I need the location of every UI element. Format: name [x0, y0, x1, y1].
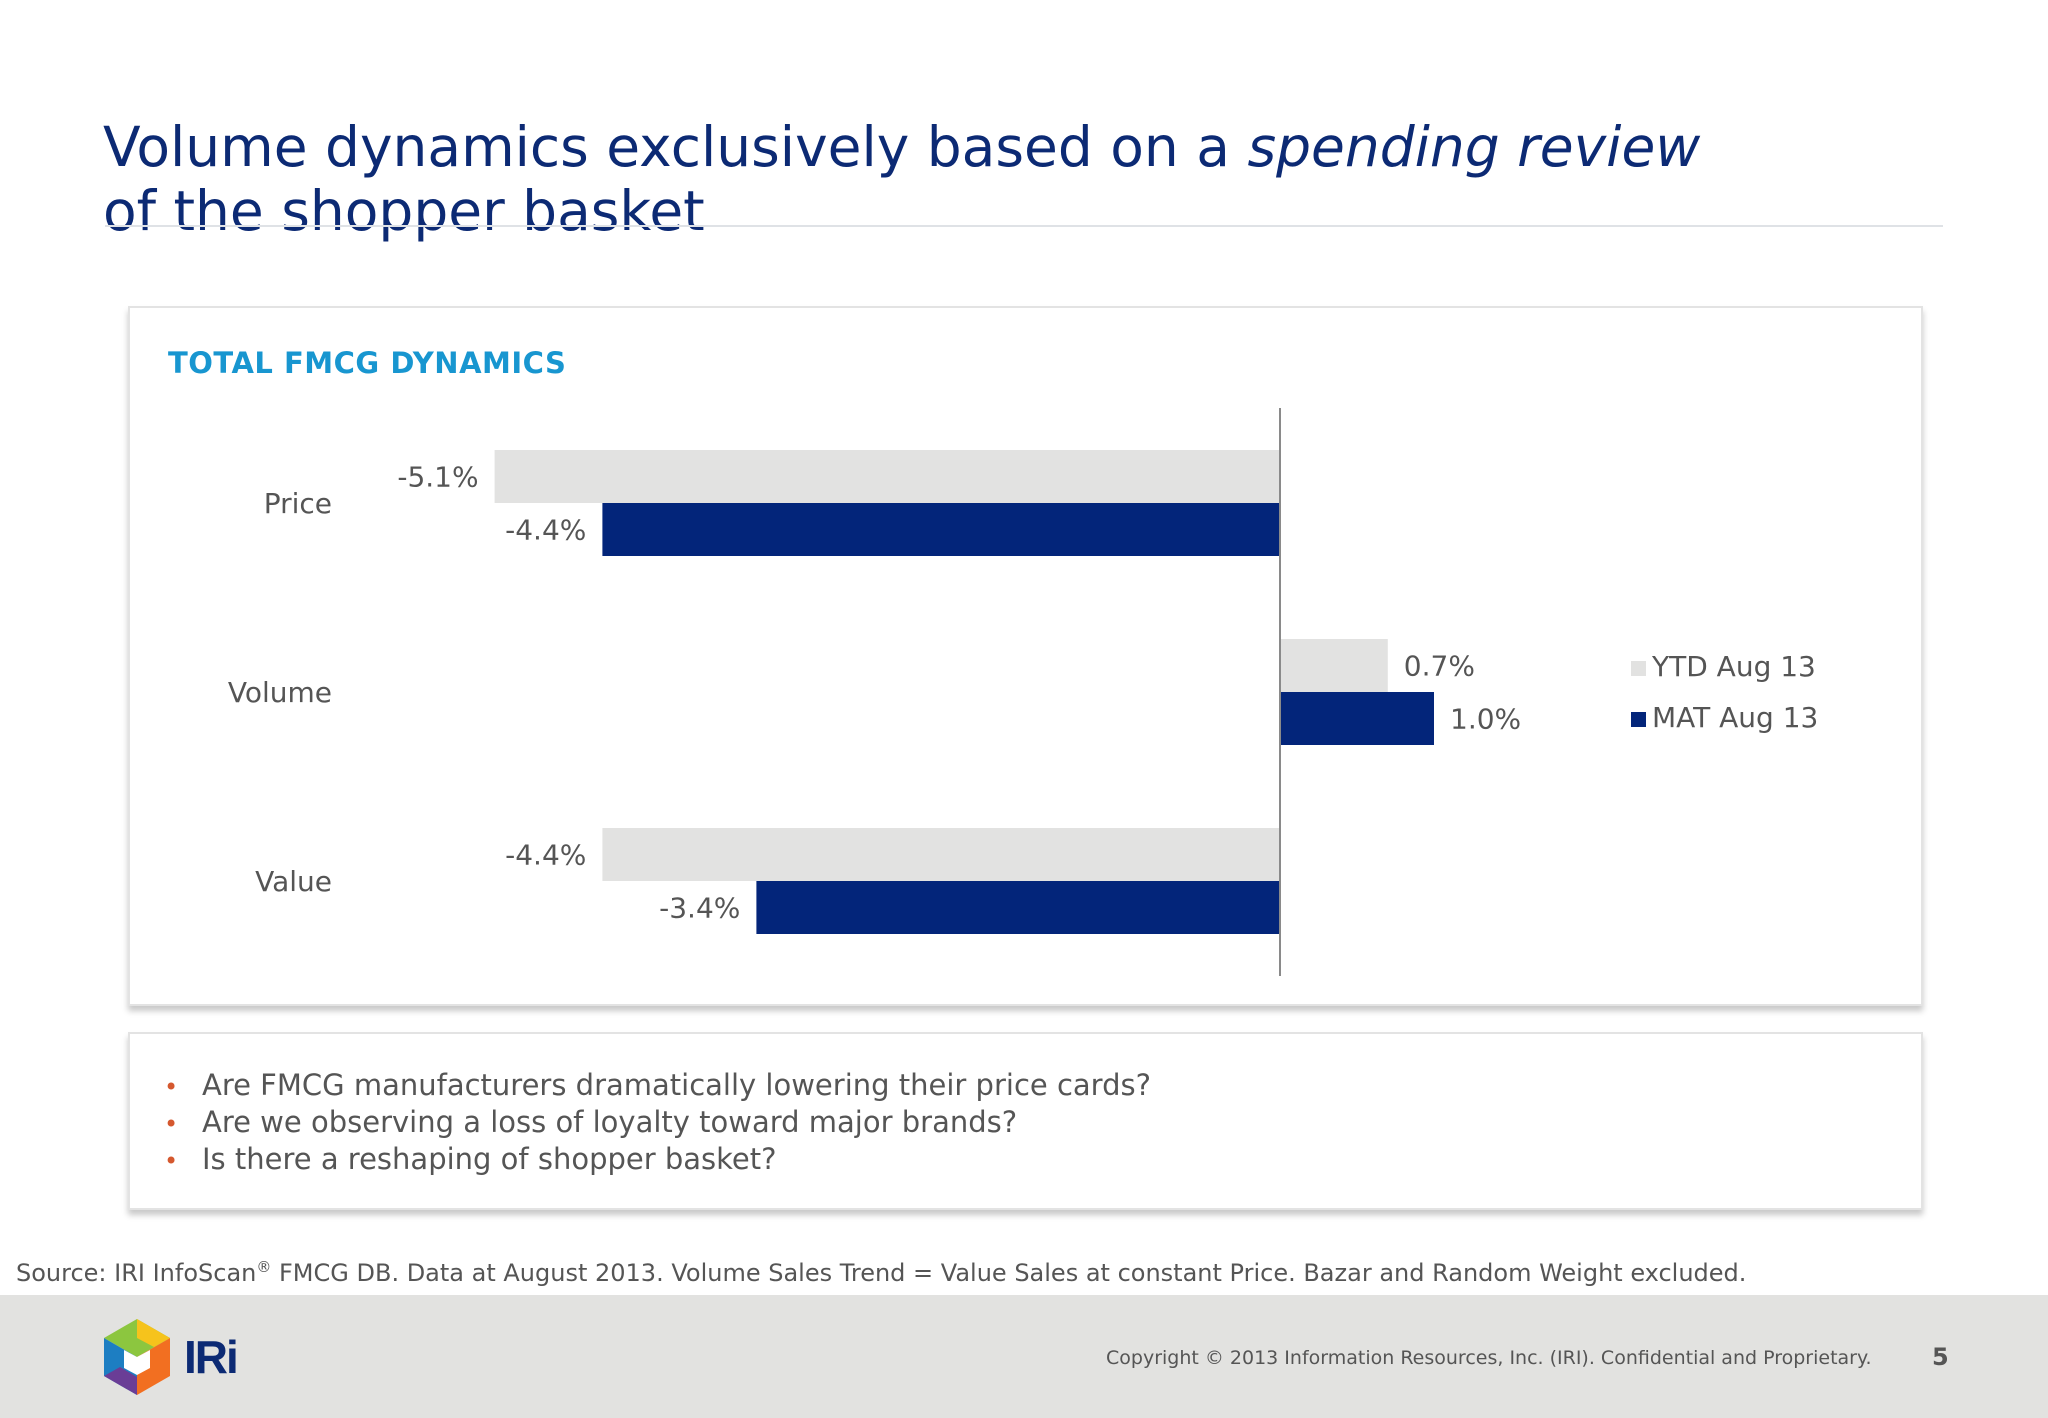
source-note: Source: IRI InfoScan® FMCG DB. Data at A…: [16, 1258, 1746, 1287]
slide-title: Volume dynamics exclusively based on a s…: [103, 115, 1903, 243]
data-label: -5.1%: [397, 461, 478, 494]
registered-mark: ®: [256, 1258, 272, 1276]
bar-ytd-aug-13: [494, 450, 1281, 503]
page-number: 5: [1932, 1343, 1949, 1371]
questions-panel: • Are FMCG manufacturers dramatically low…: [128, 1032, 1923, 1210]
source-text-before: Source: IRI InfoScan: [16, 1259, 257, 1287]
question-list: • Are FMCG manufacturers dramatically low…: [130, 1034, 1921, 1179]
chart-title: TOTAL FMCG DYNAMICS: [168, 346, 567, 380]
list-item: • Are FMCG manufacturers dramatically low…: [164, 1068, 1921, 1105]
bullet-marker: •: [164, 1073, 179, 1101]
legend-swatch: [1631, 661, 1646, 676]
category-label: Volume: [228, 676, 332, 709]
data-label: -4.4%: [505, 839, 586, 872]
bullet-text: Is there a reshaping of shopper basket?: [202, 1142, 777, 1176]
list-item: • Is there a reshaping of shopper basket?: [164, 1142, 1921, 1179]
legend-swatch: [1631, 712, 1646, 727]
title-part-2: of the shopper basket: [103, 178, 705, 243]
bar-mat-aug-13: [756, 881, 1280, 934]
bar-chart: Price -5.1% -4.4% Volume 0.7% 1.0% Value -4.4% -…: [228, 408, 1818, 976]
bullet-text: Are we observing a loss of loyalty towar…: [202, 1105, 1018, 1139]
bar-ytd-aug-13: [1280, 639, 1388, 692]
iri-logo-icon: [104, 1319, 170, 1395]
data-label: -4.4%: [505, 514, 586, 547]
copyright-text: Copyright © 2013 Information Resources, …: [1106, 1347, 1872, 1369]
bullet-marker: •: [164, 1147, 179, 1175]
source-text-after: FMCG DB. Data at August 2013. Volume Sal…: [271, 1259, 1747, 1287]
bullet-marker: •: [164, 1110, 179, 1138]
title-divider: [105, 225, 1943, 227]
title-part-1: Volume dynamics exclusively based on a: [103, 114, 1248, 179]
footer: IRi Copyright © 2013 Information Resourc…: [0, 1295, 2048, 1418]
title-italic: spending review: [1247, 114, 1701, 179]
data-label: 1.0%: [1450, 703, 1521, 736]
legend-label: MAT Aug 13: [1652, 701, 1818, 734]
legend-label: YTD Aug 13: [1651, 650, 1816, 683]
bar-mat-aug-13: [1280, 692, 1434, 745]
list-item: • Are we observing a loss of loyalty towa…: [164, 1105, 1921, 1142]
bar-mat-aug-13: [602, 503, 1280, 556]
category-label: Price: [264, 487, 332, 520]
logo-wordmark: IRi: [184, 1331, 239, 1383]
chart-panel: TOTAL FMCG DYNAMICS Price -5.1% -4.4% Volum…: [128, 306, 1923, 1006]
data-label: 0.7%: [1404, 650, 1475, 683]
data-label: -3.4%: [659, 892, 740, 925]
bullet-text: Are FMCG manufacturers dramatically lowe…: [202, 1068, 1151, 1102]
category-label: Value: [255, 865, 332, 898]
bar-ytd-aug-13: [602, 828, 1280, 881]
